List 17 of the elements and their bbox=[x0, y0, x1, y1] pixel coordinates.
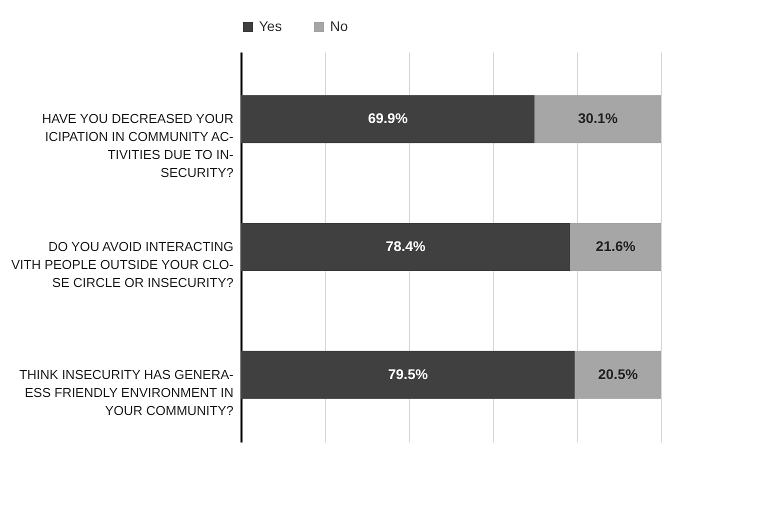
y-tick-label: DO YOU AVOID INTERACTING VITH PEOPLE OUTSIDE YOUR CLO- SE CIRCLE OR INSECURITY? bbox=[11, 239, 234, 290]
data-label: 20.5% bbox=[598, 366, 638, 382]
legend-label: Yes bbox=[259, 18, 282, 34]
bar bbox=[534, 95, 661, 144]
data-label: 69.9% bbox=[368, 110, 408, 126]
data-label: 30.1% bbox=[578, 110, 618, 126]
bar bbox=[570, 223, 661, 271]
data-label: 79.5% bbox=[388, 366, 428, 382]
y-tick-label: HAVE YOU DECREASED YOUR ICIPATION IN COMMUNITY AC- TIVITIES DUE TO IN- SECURITY? bbox=[42, 111, 234, 180]
data-label: 21.6% bbox=[596, 238, 636, 254]
bar bbox=[241, 95, 535, 144]
bar bbox=[241, 223, 570, 271]
y-tick-label: THINK INSECURITY HAS GENERA- ESS FRIENDLY ENVIRONMENT IN YOUR COMMUNITY? bbox=[19, 366, 234, 418]
data-label: 78.4% bbox=[386, 238, 426, 254]
bar bbox=[574, 350, 661, 399]
bar bbox=[241, 350, 575, 399]
legend-label: No bbox=[330, 18, 348, 34]
